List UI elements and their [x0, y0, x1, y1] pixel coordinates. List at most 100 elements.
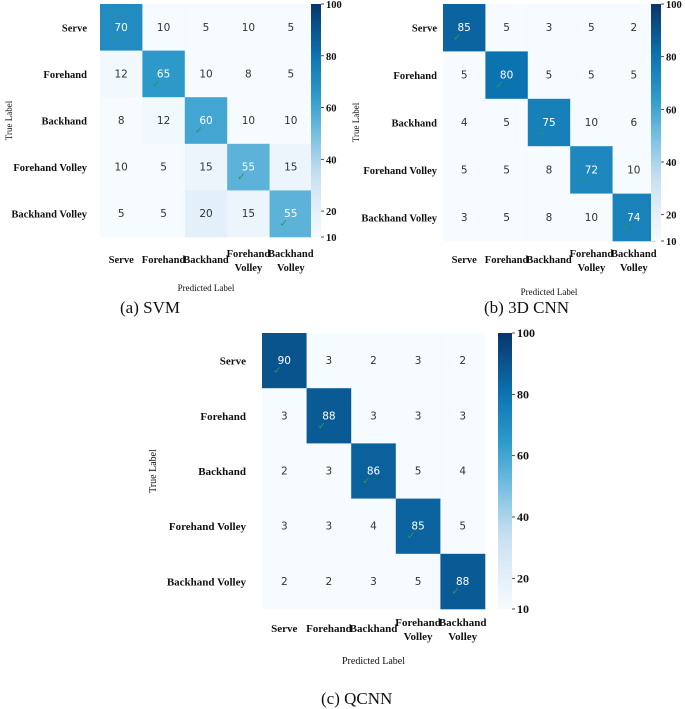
colorbar-tick-label: 80	[326, 52, 337, 63]
subfigure-caption: (b) 3D CNN	[484, 298, 569, 317]
heatmap-cell	[184, 143, 228, 191]
x-axis-title: Predicted Label	[521, 287, 578, 297]
colorbar-tick-label: 60	[326, 104, 337, 115]
heatmap-cell	[527, 4, 571, 52]
cell-value-label: 80	[500, 70, 513, 82]
heatmap-cell	[395, 443, 441, 499]
subfigure-caption: (c) QCNN	[321, 689, 392, 708]
cell-value-label: 4	[461, 117, 468, 129]
heatmap-cell	[100, 143, 143, 191]
cell-value-label: 10	[157, 22, 170, 34]
heatmap-cell	[227, 4, 270, 51]
heatmap-cell	[443, 146, 486, 194]
cell-value-label: 10	[585, 117, 598, 129]
column-label: Forehand	[570, 249, 614, 260]
correct-check-mark: ✓	[623, 222, 631, 233]
heatmap-cell	[443, 193, 486, 242]
cell-value-label: 5	[546, 70, 553, 82]
heatmap-cell	[184, 4, 228, 51]
heatmap-cell	[612, 51, 656, 100]
heatmap-cell	[395, 388, 441, 444]
cell-value-label: 10	[284, 115, 297, 127]
heatmap-cell	[485, 4, 529, 52]
cell-value-label: 3	[370, 410, 377, 422]
cell-value-label: 5	[203, 22, 210, 34]
cell-value-label: 5	[160, 162, 167, 174]
row-label: Forehand	[43, 70, 87, 81]
cell-value-label: 10	[242, 115, 255, 127]
cell-value-label: 2	[459, 355, 466, 367]
heatmap-cell	[184, 190, 228, 238]
y-axis-title: True Label	[351, 102, 361, 142]
cell-value-label: 2	[281, 576, 288, 588]
x-axis-title: Predicted Label	[342, 656, 405, 667]
cell-value-label: 5	[630, 70, 637, 82]
cell-value-label: 65	[157, 68, 170, 80]
row-label: Serve	[220, 356, 246, 368]
heatmap-cell	[527, 146, 571, 194]
heatmap-cell	[142, 190, 186, 238]
column-label: Forehand	[395, 617, 441, 629]
cell-value-label: 3	[415, 410, 422, 422]
heatmap-cell	[262, 388, 307, 444]
cell-value-label: 60	[199, 115, 212, 127]
cell-value-label: 15	[242, 208, 255, 220]
cell-value-label: 15	[199, 162, 212, 174]
cell-value-label: 3	[415, 355, 422, 367]
colorbar-tick-label: 20	[326, 207, 337, 218]
cell-value-label: 3	[326, 521, 333, 533]
cell-value-label: 5	[588, 22, 595, 34]
cell-value-label: 10	[115, 162, 128, 174]
colorbar	[651, 4, 661, 241]
cell-value-label: 10	[627, 164, 640, 176]
cell-value-label: 5	[160, 208, 167, 220]
heatmap-cell	[262, 498, 307, 555]
cell-value-label: 2	[370, 355, 377, 367]
heatmap-cell	[142, 143, 186, 191]
heatmap-cell	[306, 333, 352, 389]
cell-value-label: 85	[458, 22, 471, 34]
cell-value-label: 3	[281, 521, 288, 533]
colorbar-tick-label: 80	[517, 387, 529, 401]
column-label: Forehand	[306, 623, 352, 635]
cell-value-label: 86	[367, 466, 381, 478]
cell-value-label: 55	[284, 208, 297, 220]
colorbar	[311, 4, 321, 237]
heatmap-cell	[440, 333, 486, 389]
heatmap-cell	[440, 443, 486, 499]
colorbar-tick-label: 60	[517, 449, 529, 463]
cell-value-label: 5	[461, 70, 468, 82]
heatmap-cell	[351, 443, 397, 499]
heatmap-cell	[527, 51, 571, 100]
cell-value-label: 10	[242, 22, 255, 34]
correct-check-mark: ✓	[152, 79, 160, 90]
heatmap-cell	[351, 498, 397, 555]
row-label: Backhand	[41, 117, 87, 128]
column-label: Backhand	[439, 617, 487, 629]
correct-check-mark: ✓	[407, 531, 415, 542]
colorbar-tick-label: 10	[517, 602, 529, 616]
cell-value-label: 15	[284, 162, 297, 174]
heatmap-cell	[306, 553, 352, 610]
cell-value-label: 20	[199, 208, 212, 220]
subfigure-caption: (a) SVM	[120, 298, 180, 317]
heatmap-cell	[440, 553, 486, 610]
correct-check-mark: ✓	[538, 128, 546, 139]
column-label: Backhand	[611, 249, 657, 260]
heatmap-cell	[100, 190, 143, 238]
cell-value-label: 2	[326, 576, 333, 588]
heatmap-cell	[485, 146, 529, 194]
heatmap-cell	[351, 388, 397, 444]
heatmap-cell	[443, 98, 486, 147]
column-label: Volley	[404, 631, 433, 643]
cell-value-label: 5	[503, 212, 510, 224]
cell-value-label: 3	[281, 410, 288, 422]
column-label: Backhand	[350, 623, 398, 635]
correct-check-mark: ✓	[273, 366, 281, 377]
correct-check-mark: ✓	[110, 32, 118, 43]
y-axis-title: True Label	[148, 449, 159, 493]
cell-value-label: 8	[546, 212, 553, 224]
heatmap-cell	[100, 4, 143, 51]
column-label: Serve	[452, 255, 477, 266]
